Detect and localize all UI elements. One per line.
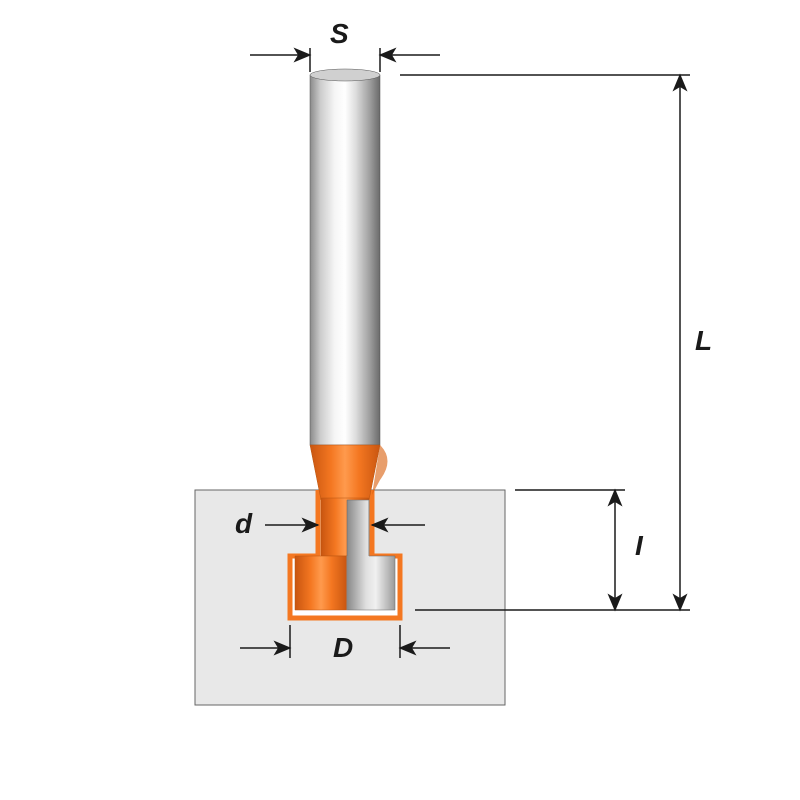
label-I: I bbox=[635, 530, 643, 562]
label-L: L bbox=[695, 325, 712, 357]
label-d: d bbox=[235, 508, 252, 540]
label-S: S bbox=[330, 18, 349, 50]
dim-I bbox=[515, 490, 625, 610]
cutter-shoulder bbox=[310, 445, 380, 500]
label-D: D bbox=[333, 632, 353, 664]
dim-S bbox=[250, 48, 440, 72]
cutter-head-body bbox=[295, 556, 347, 610]
shank bbox=[310, 75, 380, 445]
router-bit-diagram bbox=[0, 0, 800, 800]
